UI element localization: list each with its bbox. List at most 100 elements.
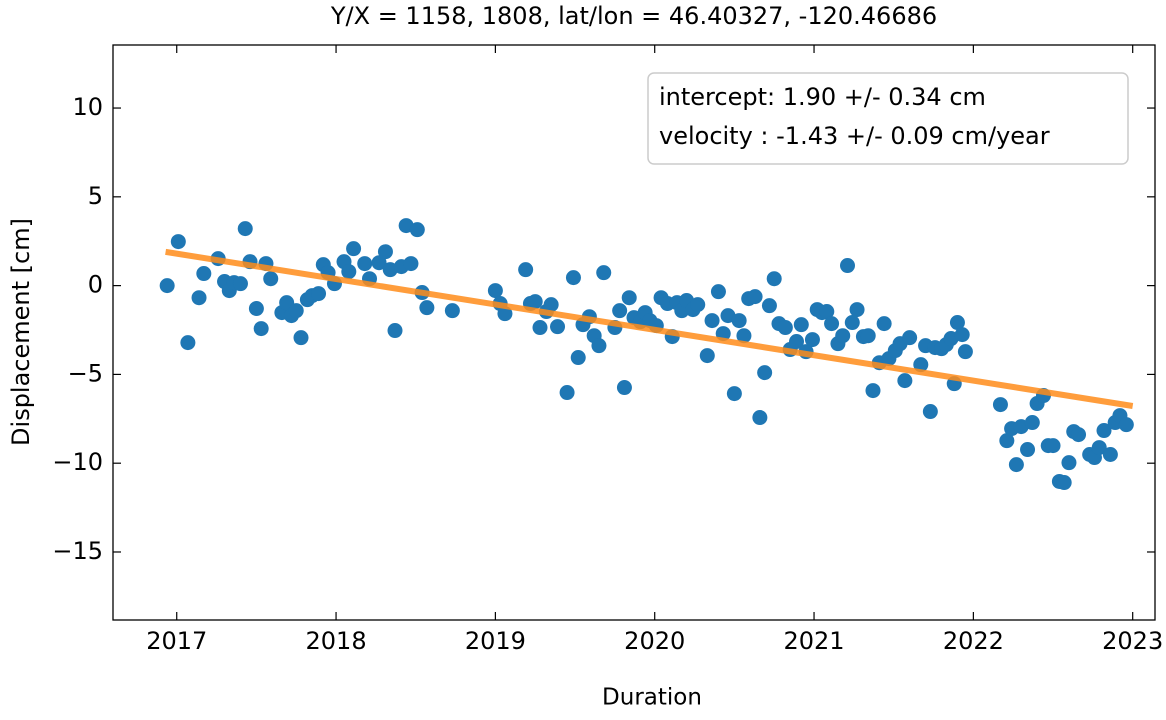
data-point [346,241,362,257]
data-point [699,348,715,364]
x-tick-label: 2018 [306,627,367,655]
data-point [1118,417,1134,433]
y-tick-label: 10 [72,93,103,121]
data-point [726,386,742,402]
data-point [757,365,773,381]
data-point [1056,475,1072,491]
y-tick-label: 0 [88,271,103,299]
data-point [559,385,575,401]
data-point [839,258,855,274]
data-point [1096,423,1112,439]
plot-frame [112,44,1156,621]
data-point [1061,455,1077,471]
data-point [487,283,503,299]
data-point [1045,438,1061,454]
data-point [835,328,851,344]
data-point [1024,415,1040,431]
data-point [1008,457,1024,473]
data-point [819,304,835,320]
data-point [248,301,264,317]
data-point [180,335,196,351]
data-point [824,316,840,332]
data-point [747,289,763,305]
annotation: intercept: 1.90 +/- 0.34 cm [659,83,986,111]
x-tick-label: 2022 [943,627,1004,655]
data-point [690,297,706,313]
data-point [543,297,559,313]
data-point [902,330,918,346]
data-point [922,404,938,420]
y-tick-label: −5 [68,359,103,387]
data-point [761,298,777,314]
data-point [849,302,865,318]
data-point [752,410,768,426]
data-point [191,290,207,306]
data-point [949,315,965,331]
data-point [409,222,425,238]
y-tick-label: −10 [52,448,103,476]
chart-title: Y/X = 1158, 1808, lat/lon = 46.40327, -1… [330,2,937,30]
data-point [170,234,186,250]
data-point [1020,442,1036,458]
data-point [591,338,607,354]
x-tick-label: 2019 [465,627,526,655]
data-point [532,320,548,336]
data-point [565,270,581,286]
data-point [419,300,435,316]
data-point [1102,446,1118,462]
data-point [403,256,419,272]
data-point [704,313,720,329]
x-tick-label: 2020 [624,627,685,655]
data-point [550,319,566,335]
data-point [865,383,881,399]
data-point [957,344,973,360]
data-point [596,265,612,281]
data-point [518,262,534,278]
data-point [612,303,628,319]
data-point [710,284,726,300]
data-point [357,256,373,272]
data-point [341,264,357,280]
data-point [1071,427,1087,443]
data-point [897,373,913,389]
data-point [992,397,1008,413]
data-point [237,221,253,237]
annotation: velocity : -1.43 +/- 0.09 cm/year [659,122,1050,150]
data-point [387,323,403,339]
fit-line [165,248,1134,409]
data-point [527,294,543,310]
data-point [263,271,279,287]
data-point [766,271,782,287]
data-point [196,266,212,282]
data-point [954,327,970,343]
data-point [444,303,460,319]
data-point [293,330,309,346]
x-tick-label: 2017 [146,627,207,655]
data-point [570,350,586,366]
x-tick-label: 2021 [784,627,845,655]
x-axis-label: Duration [602,685,702,711]
annotation-box [647,72,1129,165]
data-point [497,306,513,322]
data-point [616,380,632,396]
data-point [253,321,269,337]
x-tick-label: 2023 [1102,627,1163,655]
data-point [804,332,820,348]
y-axis-label: Displacement [cm] [7,218,35,446]
data-point [777,320,793,336]
data-point [159,278,175,294]
data-point [377,244,393,260]
data-point [232,276,248,292]
data-point [789,334,805,350]
data-point [371,255,387,271]
data-point [720,308,736,324]
y-tick-label: 5 [88,182,103,210]
data-point [876,316,892,332]
data-point [844,315,860,331]
data-point [793,317,809,333]
data-point [1091,440,1107,456]
data-point [736,328,752,344]
y-tick-label: −15 [52,537,103,565]
data-point [731,313,747,329]
